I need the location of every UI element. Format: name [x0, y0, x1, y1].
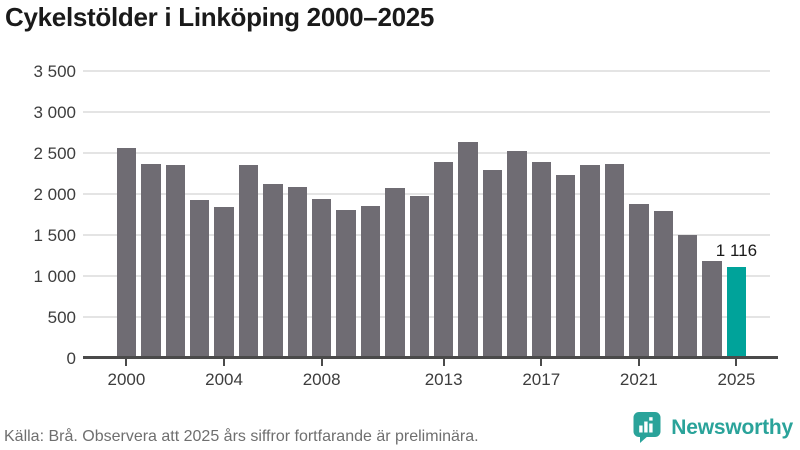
x-tick-label-2004: 2004 — [205, 370, 243, 389]
y-tick-label-500: 500 — [47, 308, 76, 327]
y-tick-label-1500: 1 500 — [33, 226, 76, 245]
bar-2005 — [238, 165, 259, 358]
plot-area — [83, 70, 778, 358]
gridline-2000 — [83, 193, 770, 195]
bar-2023 — [677, 235, 698, 358]
bar-2013 — [433, 162, 454, 358]
newsworthy-brand-name: Newsworthy — [671, 415, 793, 439]
x-tick-2017 — [540, 359, 543, 366]
source-note: Källa: Brå. Observera att 2025 års siffr… — [4, 428, 479, 445]
bar-2021 — [629, 203, 649, 358]
gridline-3500 — [83, 70, 770, 72]
bar-2017 — [531, 162, 551, 358]
y-tick-label-3500: 3 500 — [33, 62, 76, 81]
bar-2004 — [214, 207, 234, 358]
bar-2001 — [141, 163, 161, 358]
x-tick-label-2013: 2013 — [424, 370, 463, 389]
newsworthy-brand-link[interactable]: Newsworthy — [632, 411, 793, 444]
x-tick-2025 — [735, 359, 738, 366]
bar-2018 — [555, 175, 576, 358]
x-tick-2021 — [637, 359, 640, 366]
bar-2000 — [116, 148, 137, 358]
bar-2019 — [580, 165, 600, 358]
x-tick-label-2025: 2025 — [717, 370, 756, 389]
gridline-2500 — [83, 152, 770, 154]
x-tick-label-2000: 2000 — [107, 370, 146, 389]
bar-2011 — [385, 188, 405, 358]
y-tick-label-2000: 2 000 — [33, 185, 76, 204]
bar-2014 — [458, 141, 478, 358]
x-tick-2013 — [442, 359, 445, 366]
x-tick-label-2017: 2017 — [522, 370, 561, 389]
x-tick-2000 — [125, 359, 128, 366]
newsworthy-logo-icon — [633, 412, 661, 443]
bar-2012 — [409, 196, 429, 358]
gridline-3000 — [83, 111, 770, 113]
bar-2010 — [360, 206, 381, 358]
y-tick-label-0: 0 — [66, 349, 76, 368]
bar-2002 — [165, 165, 185, 358]
chart-title: Cykelstölder i Linköping 2000–2025 — [5, 2, 435, 32]
x-tick-2004 — [223, 359, 226, 366]
y-tick-label-3000: 3 000 — [33, 103, 76, 122]
bar-2022 — [653, 211, 673, 358]
x-tick-2008 — [320, 359, 323, 366]
value-label-2025: 1 116 — [715, 241, 758, 261]
bar-2008 — [311, 198, 332, 358]
bar-2003 — [189, 199, 210, 358]
x-tick-label-2021: 2021 — [619, 370, 658, 389]
bar-2015 — [482, 170, 503, 358]
y-tick-label-2500: 2 500 — [33, 144, 76, 163]
x-tick-label-2008: 2008 — [302, 370, 341, 389]
bar-2025 — [726, 266, 747, 358]
bar-2007 — [287, 186, 307, 358]
y-tick-label-1000: 1 000 — [33, 267, 76, 286]
bar-2009 — [336, 209, 356, 358]
bar-2020 — [604, 164, 625, 358]
x-axis-line — [83, 356, 778, 359]
bar-2016 — [507, 151, 527, 358]
bar-2006 — [263, 184, 283, 358]
bar-2024 — [702, 261, 722, 358]
